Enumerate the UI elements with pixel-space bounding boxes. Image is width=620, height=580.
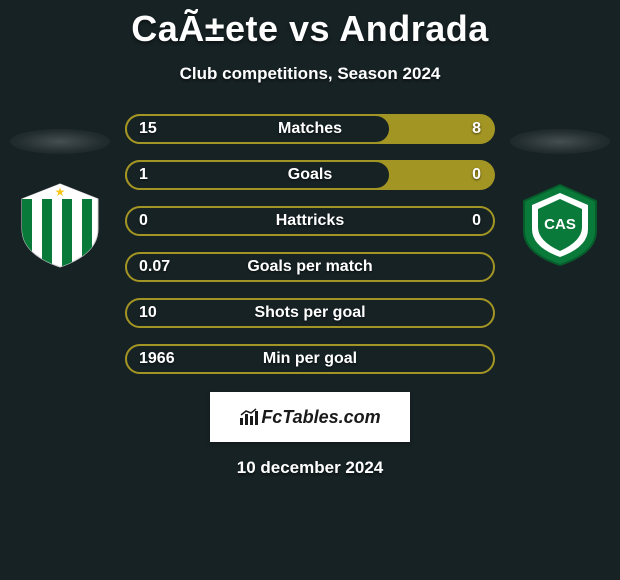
left-side: ★ (5, 114, 115, 269)
svg-text:★: ★ (55, 185, 66, 199)
stat-label: Shots per goal (125, 304, 495, 322)
stat-row: 0.07Goals per match (125, 252, 495, 282)
subtitle: Club competitions, Season 2024 (0, 64, 620, 84)
logo-label: FcTables.com (261, 407, 380, 428)
stat-label: Hattricks (125, 212, 495, 230)
right-oval (510, 129, 610, 154)
left-oval (10, 129, 110, 154)
right-side: CAS (505, 114, 615, 269)
crest-left-icon: ★ (10, 179, 110, 269)
stat-row: 10Goals (125, 160, 495, 190)
comparison-panel: ★ 158Matches 10Goals 00Hattricks 0.07Goals … (0, 114, 620, 374)
stat-row: 00Hattricks (125, 206, 495, 236)
page-title: CaÃ±ete vs Andrada (0, 8, 620, 50)
stat-label: Min per goal (125, 350, 495, 368)
stat-label: Matches (125, 120, 495, 138)
chart-icon (239, 408, 259, 426)
svg-text:CAS: CAS (544, 216, 576, 233)
stat-row: 10Shots per goal (125, 298, 495, 328)
stat-bars: 158Matches 10Goals 00Hattricks 0.07Goals pe… (125, 114, 495, 374)
stat-label: Goals (125, 166, 495, 184)
source-logo: FcTables.com (210, 392, 410, 442)
stat-row: 158Matches (125, 114, 495, 144)
crest-right-icon: CAS (510, 179, 610, 269)
left-team-crest: ★ (10, 179, 110, 269)
date-label: 10 december 2024 (0, 458, 620, 478)
right-team-crest: CAS (510, 179, 610, 269)
logo-text: FcTables.com (239, 407, 380, 428)
stat-row: 1966Min per goal (125, 344, 495, 374)
stat-label: Goals per match (125, 258, 495, 276)
